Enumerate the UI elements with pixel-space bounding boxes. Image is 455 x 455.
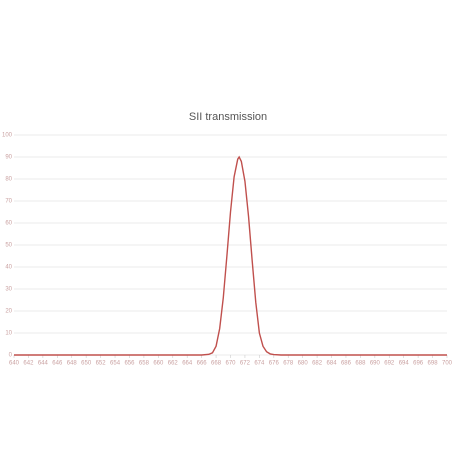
x-tick-label: 686 — [341, 361, 352, 367]
x-tick-label: 698 — [428, 361, 439, 367]
y-tick-label: 90 — [5, 155, 12, 161]
x-tick-label: 668 — [211, 361, 222, 367]
x-tick-label: 694 — [399, 361, 410, 367]
chart-title: SII transmission — [189, 111, 267, 123]
x-tick-label: 646 — [52, 361, 63, 367]
x-tick-label: 696 — [413, 361, 424, 367]
x-tick-label: 654 — [110, 361, 121, 367]
x-tick-label: 662 — [168, 361, 179, 367]
series-line — [14, 155, 447, 356]
y-tick-label: 10 — [5, 331, 12, 337]
x-tick-label: 644 — [38, 361, 49, 367]
x-tick-label: 678 — [283, 361, 294, 367]
x-tick-label: 656 — [124, 361, 135, 367]
x-tick-label: 670 — [225, 361, 236, 367]
x-tick-label: 692 — [384, 361, 395, 367]
y-tick-label: 80 — [5, 177, 12, 183]
y-tick-label: 40 — [5, 265, 12, 271]
y-tick-label: 30 — [5, 287, 12, 293]
x-tick-label: 666 — [197, 361, 208, 367]
y-tick-label: 50 — [5, 243, 12, 249]
y-tick-label: 20 — [5, 309, 12, 315]
x-tick-label: 640 — [9, 361, 20, 367]
x-tick-label: 700 — [442, 361, 453, 367]
x-tick-label: 664 — [182, 361, 193, 367]
x-tick-label: 650 — [81, 361, 92, 367]
x-tick-label: 658 — [139, 361, 150, 367]
x-tick-label: 672 — [240, 361, 251, 367]
x-tick-label: 674 — [254, 361, 265, 367]
x-tick-label: 642 — [23, 361, 34, 367]
x-tick-label: 690 — [370, 361, 381, 367]
y-tick-label: 0 — [9, 353, 13, 359]
x-tick-label: 676 — [269, 361, 280, 367]
y-tick-label: 60 — [5, 221, 12, 227]
x-tick-label: 660 — [153, 361, 164, 367]
x-tick-label: 652 — [96, 361, 107, 367]
x-tick-label: 688 — [355, 361, 366, 367]
x-tick-label: 680 — [298, 361, 309, 367]
x-tick-label: 684 — [327, 361, 338, 367]
y-tick-label: 100 — [2, 133, 13, 139]
x-tick-label: 682 — [312, 361, 323, 367]
y-tick-label: 70 — [5, 199, 12, 205]
x-tick-label: 648 — [67, 361, 78, 367]
